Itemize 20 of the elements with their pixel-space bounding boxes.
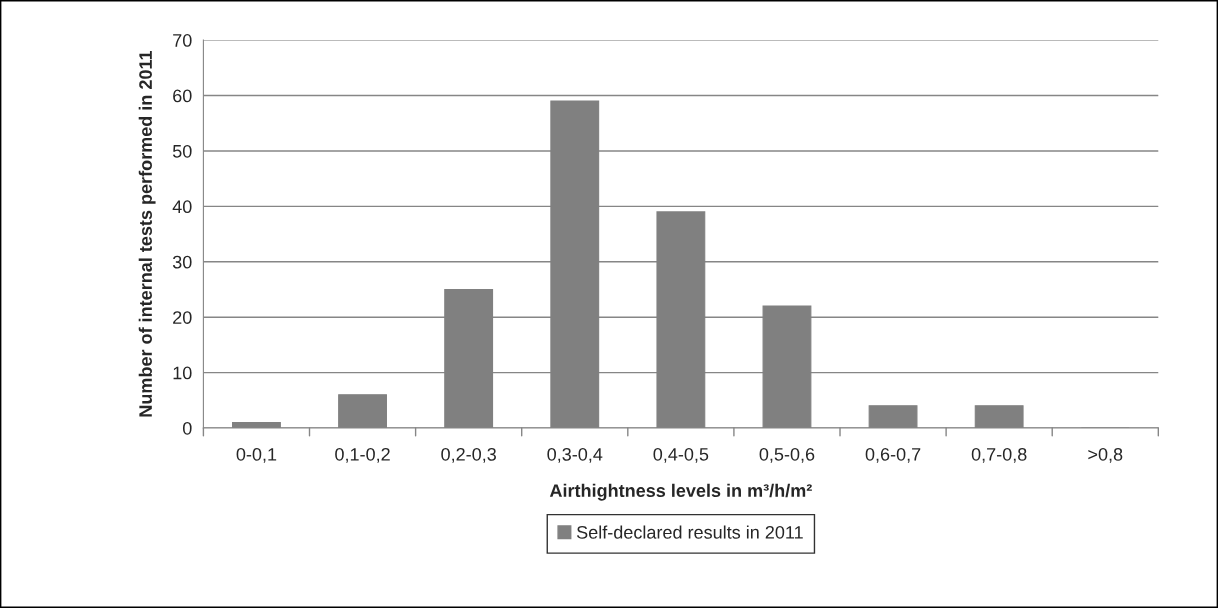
x-axis-title: Airthightness levels in m³/h/m² <box>549 483 812 501</box>
y-tick-label: 40 <box>172 200 192 214</box>
y-tick-label: 30 <box>172 255 192 269</box>
x-tick-label: 0,3-0,4 <box>547 447 603 463</box>
x-tick-label: 0,2-0,3 <box>441 447 496 463</box>
legend-label: Self-declared results in 2011 <box>576 525 803 539</box>
x-tick-label: 0,7-0,8 <box>971 447 1027 463</box>
x-tick-label: >0,8 <box>1088 447 1123 463</box>
y-tick-label: 60 <box>173 89 192 103</box>
x-tick-label: 0-0,1 <box>236 447 277 463</box>
y-tick-label: 0 <box>182 421 192 435</box>
x-tick-label: 0,5-0,6 <box>759 447 815 463</box>
y-tick-label: 10 <box>173 366 192 380</box>
y-axis-title: Number of internal tests performed in 2011 <box>138 50 156 417</box>
y-tick-label: 50 <box>172 144 192 158</box>
x-tick-label: 0,1-0,2 <box>335 447 390 463</box>
x-tick-label: 0,4-0,5 <box>653 447 709 463</box>
y-tick-label: 70 <box>173 34 192 47</box>
y-tick-label: 20 <box>173 311 192 324</box>
x-tick-label: 0,6-0,7 <box>865 447 921 463</box>
